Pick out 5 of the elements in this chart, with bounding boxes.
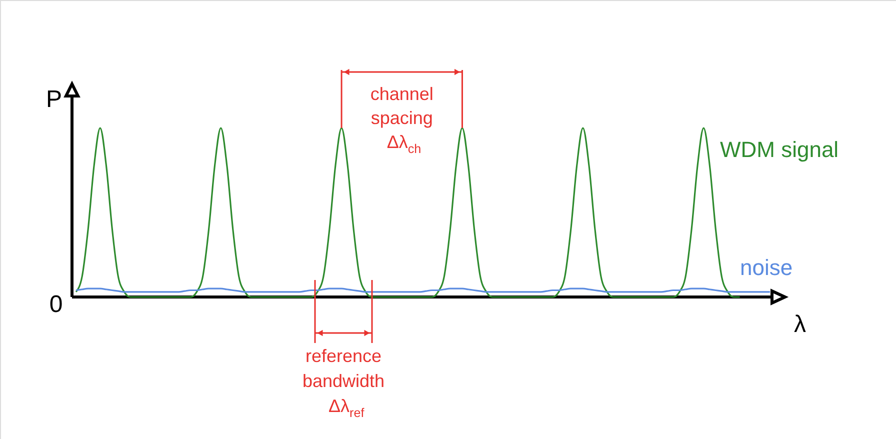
y-axis-title: P [46,86,62,113]
series-label: noise [740,255,793,280]
series-label: WDM signal [720,137,839,162]
text: 0 [49,291,63,318]
x-axis-title: λ [794,311,806,338]
